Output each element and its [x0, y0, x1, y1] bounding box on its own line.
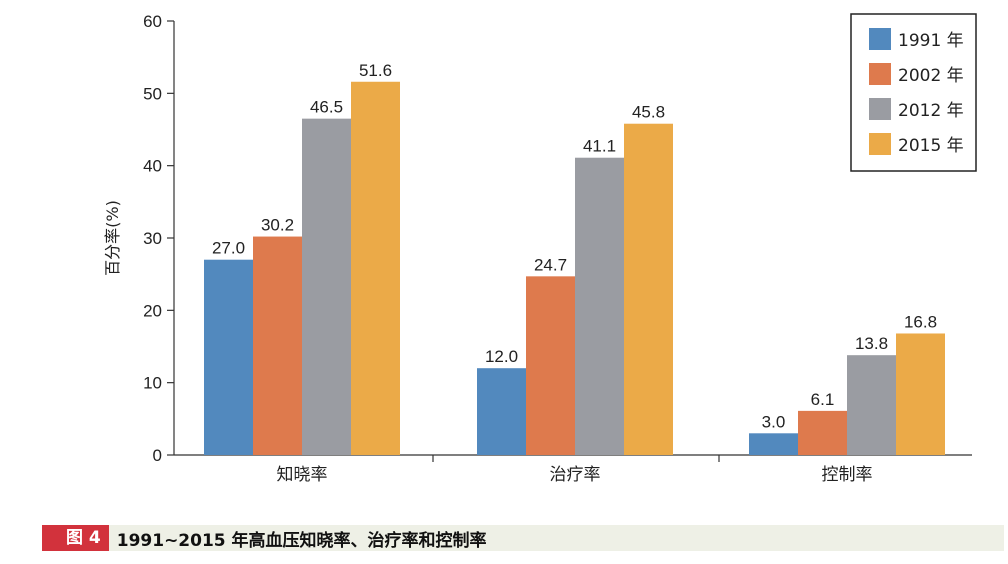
bar [204, 259, 253, 455]
legend-swatch [869, 28, 891, 50]
bar [798, 410, 847, 455]
legend-entry: 2015 年 [898, 136, 964, 156]
y-tick-label: 60 [143, 12, 162, 31]
data-label: 41.1 [583, 137, 616, 156]
legend-entry: 2012 年 [898, 101, 964, 121]
bar [896, 333, 945, 455]
y-tick-label: 10 [143, 374, 162, 393]
legend-swatch [869, 133, 891, 155]
bar [847, 355, 896, 455]
legend-entry: 2002 年 [898, 66, 964, 86]
bar [624, 123, 673, 456]
y-tick-label: 0 [153, 446, 162, 465]
bar [351, 81, 400, 455]
bar [302, 118, 351, 456]
data-label: 12.0 [485, 347, 518, 366]
figure-caption: 图 4 1991~2015 年高血压知晓率、治疗率和控制率 [42, 525, 1004, 551]
bar-chart: 0 10 20 30 40 50 60 百分率(%) 知晓率 治疗率 控制率 27.0 30.2 46.… [103, 12, 977, 485]
y-tick-label: 50 [143, 84, 162, 103]
data-label: 16.8 [904, 312, 937, 331]
y-tick-label: 20 [143, 301, 162, 320]
data-label: 3.0 [762, 412, 786, 431]
bar [477, 368, 526, 455]
y-tick-label: 30 [143, 229, 162, 248]
legend-swatch [869, 98, 891, 120]
figure-label: 图 4 [42, 525, 109, 551]
data-label: 6.1 [811, 390, 835, 409]
x-tick-label: 控制率 [822, 465, 873, 485]
data-label: 46.5 [310, 98, 343, 117]
y-tick-label: 40 [143, 157, 162, 176]
bars: 27.0 30.2 46.5 51.6 12.0 24.7 41.1 45.8 3.0 6.1 13… [204, 61, 945, 456]
data-label: 30.2 [261, 216, 294, 235]
data-label: 51.6 [359, 61, 392, 80]
figure-title: 1991~2015 年高血压知晓率、治疗率和控制率 [116, 530, 487, 551]
bar [749, 433, 798, 455]
x-tick-label: 知晓率 [277, 465, 328, 485]
legend-entry: 1991 年 [898, 31, 964, 51]
legend-swatch [869, 63, 891, 85]
x-tick-label: 治疗率 [550, 465, 601, 485]
data-label: 24.7 [534, 255, 567, 274]
bar [526, 276, 575, 455]
data-label: 13.8 [855, 334, 888, 353]
data-label: 45.8 [632, 103, 665, 122]
bar [575, 157, 624, 455]
data-label: 27.0 [212, 239, 245, 258]
legend: 1991 年 2002 年 2012 年 2015 年 [850, 13, 977, 172]
bar [253, 236, 302, 455]
axes: 0 10 20 30 40 50 60 百分率(%) 知晓率 治疗率 控制率 [103, 12, 972, 485]
y-axis-label: 百分率(%) [103, 200, 122, 276]
